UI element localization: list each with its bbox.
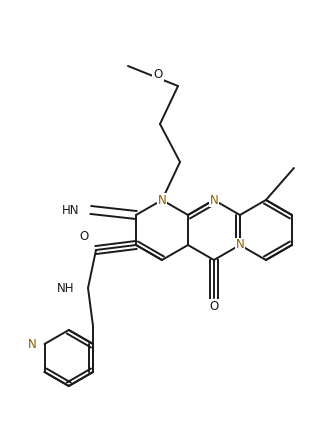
Text: O: O [209,299,219,313]
Text: O: O [79,230,89,242]
Text: HN: HN [61,204,79,216]
Text: N: N [28,337,36,351]
Text: O: O [153,67,162,81]
Text: N: N [158,193,166,207]
Text: N: N [235,239,244,251]
Text: N: N [210,193,218,207]
Text: NH: NH [57,282,74,294]
